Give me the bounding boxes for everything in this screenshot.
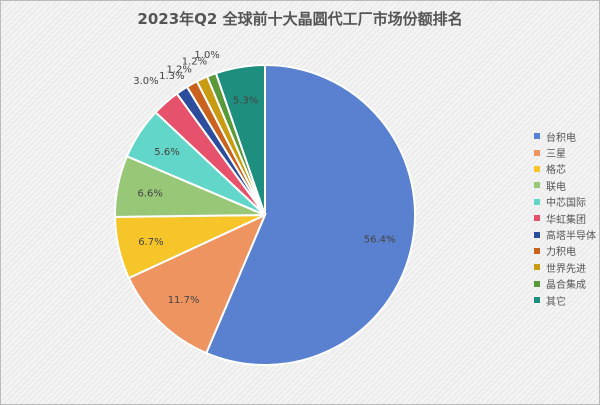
legend-swatch	[534, 280, 540, 287]
legend-item: 晶合集成	[534, 276, 596, 292]
legend-swatch	[534, 297, 540, 304]
legend-label: 台积电	[546, 132, 576, 144]
legend-swatch	[534, 133, 540, 140]
legend-label: 世界先进	[546, 263, 586, 275]
data-label: 11.7%	[168, 295, 200, 306]
legend-swatch	[534, 149, 540, 156]
legend-swatch	[534, 215, 540, 222]
data-label: 1.3%	[159, 71, 184, 82]
legend-label: 中芯国际	[546, 198, 586, 210]
data-label: 3.0%	[133, 76, 158, 87]
legend-swatch	[534, 231, 540, 238]
data-label: 1.0%	[194, 50, 219, 61]
pie-slice-2	[127, 213, 267, 355]
legend-label: 其它	[546, 296, 566, 308]
legend-item: 力积电	[534, 243, 596, 259]
legend-item: 其它	[534, 292, 596, 308]
data-label: 6.7%	[138, 237, 163, 248]
legend-swatch	[534, 198, 540, 205]
legend-swatch	[534, 247, 540, 254]
pie-slice-11	[214, 63, 266, 216]
data-label: 1.2%	[182, 57, 207, 68]
data-label: 5.6%	[154, 147, 179, 158]
legend-swatch	[534, 165, 540, 172]
legend-label: 晶合集成	[546, 280, 586, 292]
legend: 台积电三星格芯联电中芯国际华虹集团高塔半导体力积电世界先进晶合集成其它	[534, 128, 596, 308]
legend-item: 三星	[534, 144, 596, 160]
chart-title: 2023年Q2 全球前十大晶圆代工厂市场份额排名	[137, 10, 463, 28]
legend-label: 华虹集团	[546, 214, 586, 226]
legend-item: 华虹集团	[534, 210, 596, 226]
legend-swatch	[534, 264, 540, 271]
data-label: 56.4%	[364, 234, 396, 245]
legend-swatch	[534, 182, 540, 189]
legend-item: 高塔半导体	[534, 226, 596, 242]
legend-label: 格芯	[546, 165, 566, 177]
legend-item: 中芯国际	[534, 194, 596, 210]
legend-label: 高塔半导体	[546, 231, 596, 243]
legend-label: 力积电	[546, 247, 576, 259]
legend-item: 格芯	[534, 161, 596, 177]
data-label: 6.6%	[138, 188, 163, 199]
legend-label: 三星	[546, 149, 566, 161]
legend-item: 台积电	[534, 128, 596, 144]
legend-item: 联电	[534, 177, 596, 193]
data-label: 1.2%	[166, 64, 191, 75]
legend-item: 世界先进	[534, 259, 596, 275]
data-label: 5.3%	[233, 96, 258, 107]
legend-label: 联电	[546, 181, 566, 193]
pie-slice-1	[204, 63, 416, 366]
